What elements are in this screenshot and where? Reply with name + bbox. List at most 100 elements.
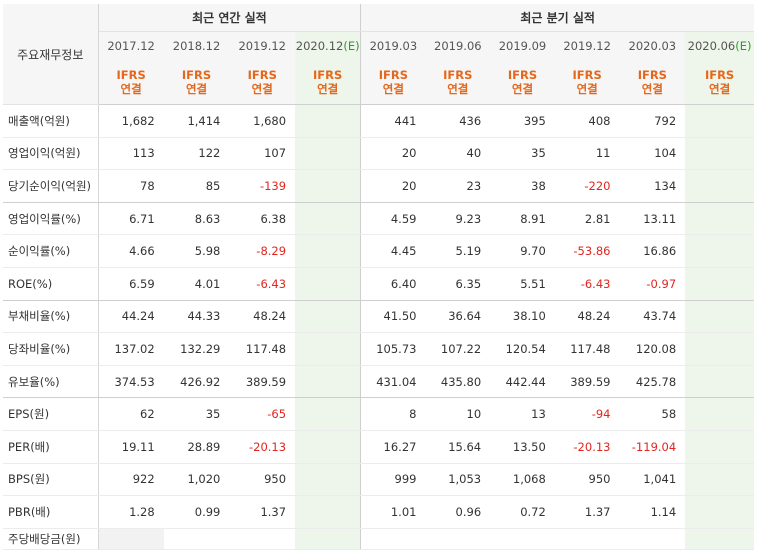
ifrs-consolidated-tag: IFRS 연결 <box>295 60 361 105</box>
row-label: 매출액(억원) <box>3 104 99 138</box>
quarterly-value-cell: 43.74 <box>619 300 686 334</box>
annual-value-cell: -6.43 <box>229 267 296 301</box>
annual-value-cell <box>295 332 361 366</box>
annual-title: 최근 연간 실적 <box>98 4 361 32</box>
annual-value-cell <box>295 267 361 301</box>
annual-value-cell: 1,680 <box>229 104 296 138</box>
annual-value-cell: 6.38 <box>229 202 296 236</box>
annual-value-cell <box>295 528 361 550</box>
quarterly-value-cell <box>685 137 754 171</box>
quarterly-period-header: 2019.06 <box>425 31 491 60</box>
row-label: 영업이익률(%) <box>3 202 99 236</box>
quarterly-value-cell: 442.44 <box>490 365 555 399</box>
quarterly-value-cell: 35 <box>490 137 555 171</box>
quarterly-value-cell: 104 <box>619 137 686 171</box>
annual-value-cell: 6.59 <box>98 267 164 301</box>
annual-value-cell: 4.01 <box>163 267 230 301</box>
quarterly-value-cell: 0.72 <box>490 495 555 529</box>
annual-period-header: 2017.12 <box>98 31 164 60</box>
quarterly-value-cell: 58 <box>619 397 686 431</box>
quarterly-value-cell <box>685 300 754 334</box>
estimate-mark: (E) <box>343 39 360 53</box>
annual-value-cell: 4.66 <box>98 234 164 268</box>
row-label: 영업이익(억원) <box>3 137 99 171</box>
annual-value-cell: 19.11 <box>98 430 164 464</box>
quarterly-value-cell: -6.43 <box>554 267 620 301</box>
annual-value-cell: 137.02 <box>98 332 164 366</box>
quarterly-period-header: 2020.03 <box>619 31 686 60</box>
quarterly-value-cell: 2.81 <box>554 202 620 236</box>
quarterly-value-cell: 120.54 <box>490 332 555 366</box>
quarterly-value-cell: 16.27 <box>360 430 426 464</box>
quarterly-value-cell <box>685 397 754 431</box>
annual-value-cell: -8.29 <box>229 234 296 268</box>
annual-value-cell <box>295 430 361 464</box>
quarterly-value-cell: 8 <box>360 397 426 431</box>
annual-value-cell: 85 <box>163 169 230 203</box>
quarterly-value-cell: 15.64 <box>425 430 491 464</box>
row-label: EPS(원) <box>3 397 99 431</box>
ifrs-consolidated-tag: IFRS 연결 <box>619 60 686 105</box>
quarterly-value-cell: 40 <box>425 137 491 171</box>
row-label: 유보율(%) <box>3 365 99 399</box>
estimate-mark: (E) <box>735 39 752 53</box>
quarterly-value-cell: 999 <box>360 463 426 497</box>
ifrs-consolidated-tag: IFRS 연결 <box>229 60 296 105</box>
quarterly-period-header: 2019.12 <box>554 31 620 60</box>
financial-summary-table: 주요재무정보 최근 연간 실적 최근 분기 실적 2017.12 2018.12 2… <box>3 4 754 550</box>
annual-value-cell: 35 <box>163 397 230 431</box>
quarterly-value-cell: 395 <box>490 104 555 138</box>
quarterly-value-cell: 38 <box>490 169 555 203</box>
quarterly-value-cell: 1.37 <box>554 495 620 529</box>
quarterly-value-cell: 4.45 <box>360 234 426 268</box>
quarterly-value-cell: 13 <box>490 397 555 431</box>
quarterly-value-cell: 6.40 <box>360 267 426 301</box>
annual-value-cell: 1,682 <box>98 104 164 138</box>
quarterly-value-cell: -94 <box>554 397 620 431</box>
quarterly-title: 최근 분기 실적 <box>360 4 754 32</box>
quarterly-value-cell: 5.51 <box>490 267 555 301</box>
row-label: PBR(배) <box>3 495 99 529</box>
quarterly-value-cell: -0.97 <box>619 267 686 301</box>
quarterly-value-cell: 431.04 <box>360 365 426 399</box>
ifrs-consolidated-tag: IFRS 연결 <box>98 60 164 105</box>
quarterly-value-cell <box>685 365 754 399</box>
row-label: 순이익률(%) <box>3 234 99 268</box>
quarterly-value-cell: 1,053 <box>425 463 491 497</box>
quarterly-value-cell <box>619 528 686 550</box>
quarterly-value-cell: 0.96 <box>425 495 491 529</box>
annual-value-cell: 28.89 <box>163 430 230 464</box>
quarterly-value-cell: -53.86 <box>554 234 620 268</box>
annual-value-cell: -139 <box>229 169 296 203</box>
quarterly-value-cell: 435.80 <box>425 365 491 399</box>
annual-value-cell: 5.98 <box>163 234 230 268</box>
annual-value-cell: 0.99 <box>163 495 230 529</box>
quarterly-value-cell: 48.24 <box>554 300 620 334</box>
row-label-title: 주요재무정보 <box>3 4 99 105</box>
row-label: 당좌비율(%) <box>3 332 99 366</box>
quarterly-value-cell: 1,068 <box>490 463 555 497</box>
annual-value-cell: 117.48 <box>229 332 296 366</box>
annual-value-cell: 389.59 <box>229 365 296 399</box>
ifrs-consolidated-tag: IFRS 연결 <box>490 60 555 105</box>
table-row: 매출액(억원) 1,682 1,414 1,680 441 436 395 408 792 <box>3 104 754 138</box>
annual-value-cell: -20.13 <box>229 430 296 464</box>
ifrs-consolidated-tag: IFRS 연결 <box>685 60 754 105</box>
quarterly-value-cell <box>685 430 754 464</box>
annual-value-cell: 48.24 <box>229 300 296 334</box>
annual-value-cell: 1.28 <box>98 495 164 529</box>
quarterly-value-cell <box>685 332 754 366</box>
annual-value-cell: 113 <box>98 137 164 171</box>
annual-period-header: 2020.12(E) <box>295 31 361 60</box>
ifrs-consolidated-tag: IFRS 연결 <box>554 60 620 105</box>
annual-value-cell: 1.37 <box>229 495 296 529</box>
table-row: PBR(배) 1.28 0.99 1.37 1.01 0.96 0.72 1.37 1.14 <box>3 495 754 529</box>
annual-value-cell: 78 <box>98 169 164 203</box>
annual-value-cell: 44.33 <box>163 300 230 334</box>
row-label: 부채비율(%) <box>3 300 99 334</box>
annual-value-cell: 922 <box>98 463 164 497</box>
annual-period-header: 2018.12 <box>163 31 230 60</box>
annual-value-cell: 1,020 <box>163 463 230 497</box>
quarterly-value-cell: 117.48 <box>554 332 620 366</box>
annual-value-cell: 374.53 <box>98 365 164 399</box>
